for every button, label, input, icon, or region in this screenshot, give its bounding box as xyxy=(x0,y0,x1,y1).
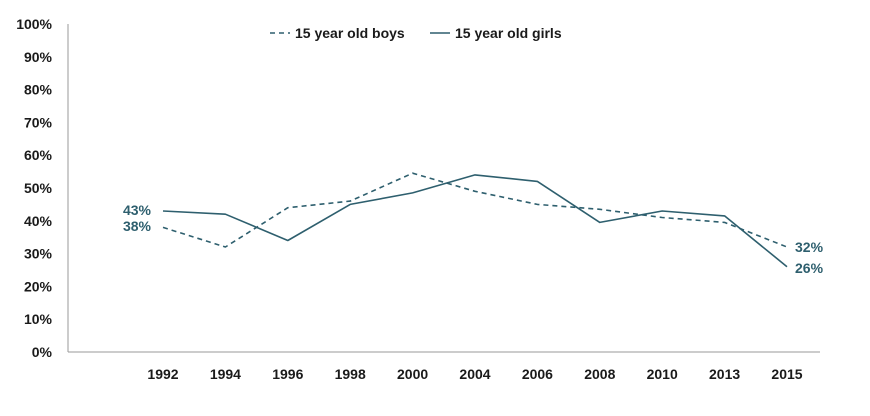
chart-axes xyxy=(67,24,820,353)
y-tick-label: 40% xyxy=(24,213,53,229)
y-tick-label: 70% xyxy=(24,114,53,130)
x-tick-label: 2010 xyxy=(647,366,678,382)
x-tick-label: 2015 xyxy=(771,366,802,382)
y-tick-label: 90% xyxy=(24,49,53,65)
y-tick-label: 80% xyxy=(24,82,53,98)
y-tick-label: 20% xyxy=(24,278,53,294)
x-tick-label: 2008 xyxy=(584,366,615,382)
x-tick-label: 1992 xyxy=(147,366,178,382)
x-tick-label: 2013 xyxy=(709,366,740,382)
data-labels: 43%38% 32% 26% xyxy=(123,202,824,276)
y-tick-label: 10% xyxy=(24,311,53,327)
y-tick-label: 60% xyxy=(24,147,53,163)
data-label-boys-last: 32% xyxy=(795,239,824,255)
series-lines xyxy=(162,172,788,268)
y-tick-labels: 0% 10% 20% 30% 40% 50% 60% 70% 80% 90% 100% xyxy=(16,16,52,360)
x-tick-label: 1998 xyxy=(335,366,366,382)
y-tick-label: 0% xyxy=(32,344,53,360)
x-tick-label: 2006 xyxy=(522,366,553,382)
data-label-girls-last: 26% xyxy=(795,260,824,276)
series-line-girls xyxy=(162,174,788,268)
legend-label-girls: 15 year old girls xyxy=(455,25,562,41)
x-tick-label: 2004 xyxy=(459,366,490,382)
x-tick-label: 2000 xyxy=(397,366,428,382)
x-tick-labels: 1992 1994 1996 1998 2000 2004 2006 2008 2010 2013… xyxy=(147,366,802,382)
y-tick-label: 50% xyxy=(24,180,53,196)
x-tick-label: 1994 xyxy=(210,366,241,382)
x-tick-label: 1996 xyxy=(272,366,303,382)
data-label-girls-first: 43% xyxy=(123,202,152,218)
y-tick-label: 30% xyxy=(24,246,53,262)
data-label-boys-first: 38% xyxy=(123,218,152,234)
chart-legend: 15 year old boys 15 year old girls xyxy=(270,25,562,41)
legend-label-boys: 15 year old boys xyxy=(295,25,405,41)
series-line-boys xyxy=(162,172,788,248)
y-tick-label: 100% xyxy=(16,16,52,32)
